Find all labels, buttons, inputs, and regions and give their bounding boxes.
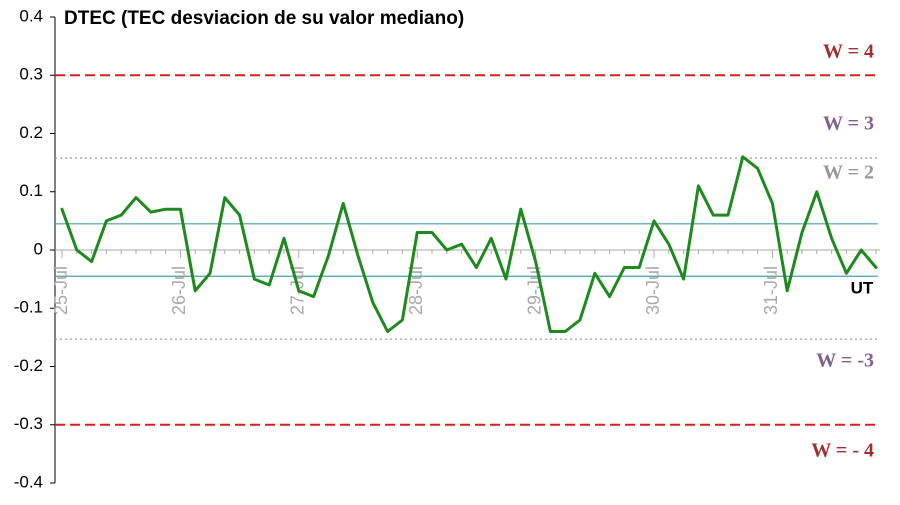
y-tick-label: -0.1: [14, 298, 43, 317]
y-tick-label: -0.3: [14, 414, 43, 433]
x-tick-label: 26-Jul: [169, 266, 189, 315]
region-label: W = 2: [823, 162, 874, 184]
region-label: W = 4: [823, 41, 874, 63]
x-tick-label: 31-Jul: [761, 266, 781, 315]
x-tick-label: 25-Jul: [51, 266, 71, 315]
y-tick-label: -0.2: [14, 356, 43, 375]
x-tick-label: 30-Jul: [643, 266, 663, 315]
y-tick-label: 0.1: [19, 181, 43, 200]
y-tick-label: -0.4: [14, 472, 43, 491]
y-tick-label: 0.4: [19, 6, 43, 25]
region-label: W = -3: [816, 350, 874, 372]
chart-title: DTEC (TEC desviacion de su valor mediano…: [64, 8, 464, 29]
region-label: W = - 4: [811, 440, 874, 462]
y-tick-label: 0.2: [19, 123, 43, 142]
y-tick-label: 0.3: [19, 65, 43, 84]
x-unit-label: UT: [851, 278, 874, 297]
data-line: [60, 155, 878, 333]
y-tick-label: 0: [34, 239, 43, 258]
region-label: W = 3: [823, 113, 874, 135]
